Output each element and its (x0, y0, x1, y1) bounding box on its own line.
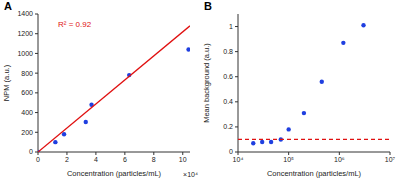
svg-text:0: 0 (36, 156, 40, 163)
svg-text:Concentration (particles/mL): Concentration (particles/mL) (267, 169, 362, 178)
html-text:B: B (204, 0, 212, 12)
svg-text:800: 800 (21, 70, 33, 77)
svg-text:4: 4 (94, 156, 98, 163)
svg-text:1400: 1400 (17, 10, 33, 17)
svg-text:10⁷: 10⁷ (385, 156, 392, 163)
svg-text:Concentration (particles/mL): Concentration (particles/mL) (67, 169, 162, 178)
svg-text:6: 6 (123, 156, 127, 163)
svg-text:1000: 1000 (17, 50, 33, 57)
svg-text:0: 0 (29, 148, 33, 155)
html-text:R² = 0.92: R² = 0.92 (58, 20, 92, 29)
svg-text:0: 0 (229, 148, 233, 155)
svg-text:1200: 1200 (17, 30, 33, 37)
html-text:×10⁴: ×10⁴ (183, 171, 198, 178)
svg-text:NPM (a.u.): NPM (a.u.) (8, 64, 11, 101)
svg-text:600: 600 (21, 89, 33, 96)
svg-text:200: 200 (21, 129, 33, 136)
svg-text:8: 8 (152, 156, 156, 163)
svg-text:2: 2 (65, 156, 69, 163)
svg-text:0.2: 0.2 (223, 123, 233, 130)
html-text:A: A (4, 0, 12, 12)
svg-text:0.4: 0.4 (223, 98, 233, 105)
svg-text:10⁴: 10⁴ (233, 156, 244, 163)
svg-text:10⁶: 10⁶ (334, 156, 345, 163)
svg-text:0.6: 0.6 (223, 73, 233, 80)
svg-text:400: 400 (21, 109, 33, 116)
svg-text:0.8: 0.8 (223, 48, 233, 55)
svg-text:10: 10 (179, 156, 187, 163)
svg-text:1: 1 (229, 23, 233, 30)
svg-text:Mean background (a.u.): Mean background (a.u.) (202, 43, 211, 123)
svg-text:10⁵: 10⁵ (283, 156, 294, 163)
